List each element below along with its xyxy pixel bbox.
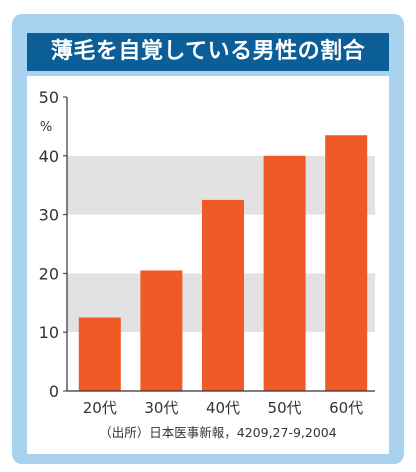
source-note: （出所）日本医事新報，4209,27-9,2004 (99, 425, 336, 440)
bar-20代 (78, 317, 121, 391)
axes (63, 96, 375, 392)
x-tick-label: 50代 (268, 399, 302, 417)
bars (78, 135, 368, 391)
bar-30代 (140, 270, 183, 391)
chart-title: 薄毛を自覚している男性の割合 (27, 33, 389, 71)
bar-60代 (325, 135, 368, 391)
x-tick-label: 60代 (329, 399, 363, 417)
y-tick-label: 40 (39, 147, 59, 166)
x-tick-labels: 20代 30代 40代 50代 60代 (83, 399, 363, 417)
bar-40代 (202, 199, 244, 391)
y-tick-label: 20 (39, 264, 59, 283)
bar-50代 (263, 155, 306, 391)
x-tick-label: 40代 (206, 399, 240, 417)
y-tick-label: 30 (39, 206, 59, 225)
x-tick-label: 20代 (83, 399, 117, 417)
x-tick-label: 30代 (144, 399, 178, 417)
y-tick-label: 0 (49, 382, 59, 401)
y-tick-label: 50 (39, 88, 59, 107)
y-tick-labels: 0 10 20 30 40 50 (39, 88, 59, 401)
y-tick-label: 10 (39, 323, 59, 342)
y-axis-unit-label: % (40, 120, 52, 135)
